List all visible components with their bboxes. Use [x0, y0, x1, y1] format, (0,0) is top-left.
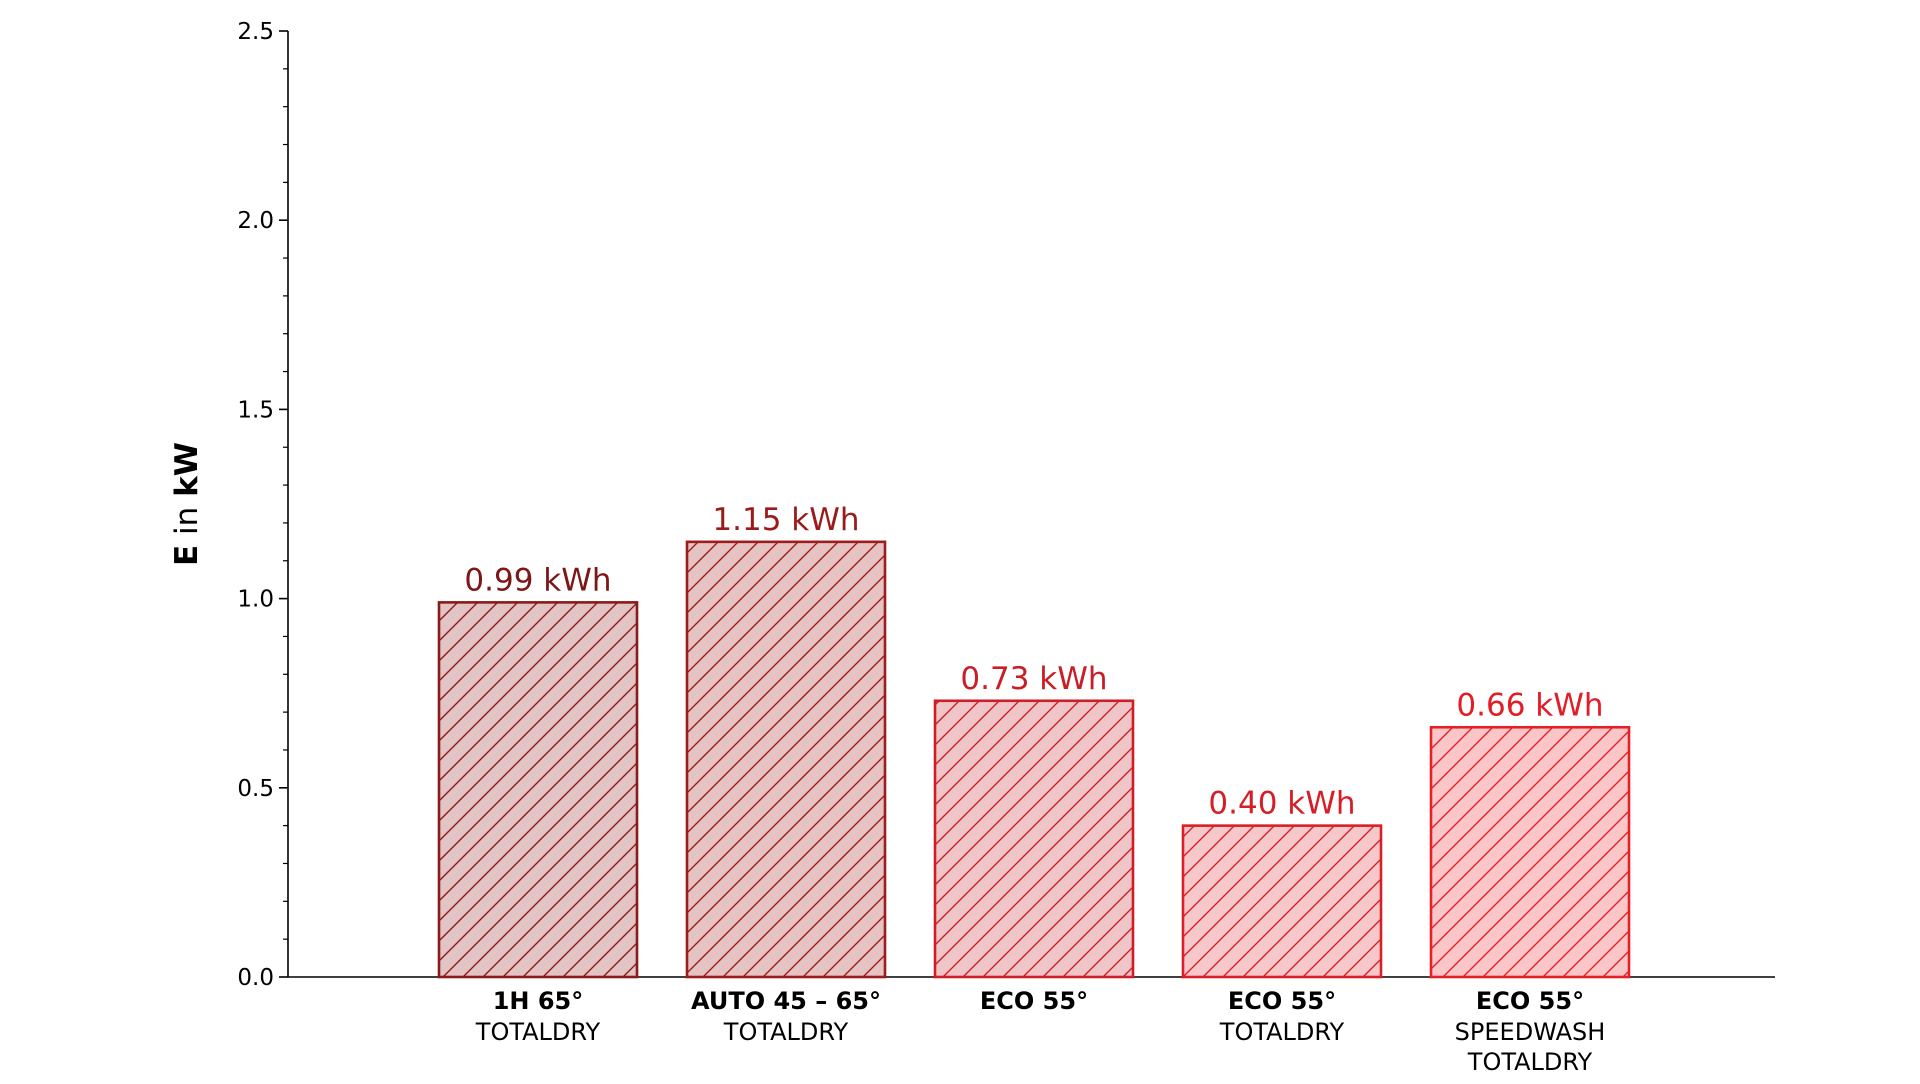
- y-tick-label: 2.5: [237, 19, 274, 45]
- y-axis-label: E in kW: [169, 442, 205, 566]
- bar-value-label: 0.73 kWh: [960, 661, 1107, 697]
- bar: [1429, 725, 1631, 979]
- data-labels: 0.99 kWh 1.15 kWh 0.73 kWh 0.40 kWh 0.66 kWh: [464, 502, 1603, 822]
- y-tick-label: 1.5: [237, 397, 274, 423]
- x-tick-label-title: AUTO 45 – 65°: [691, 987, 881, 1015]
- bar-value-label: 1.15 kWh: [712, 502, 859, 538]
- y-axis-title: E in kW: [169, 442, 205, 566]
- y-tick-label: 2.0: [237, 208, 274, 234]
- x-tick-label-title: ECO 55°: [1476, 987, 1584, 1015]
- bar: [685, 540, 887, 979]
- x-tick-label-title: ECO 55°: [1228, 987, 1336, 1015]
- x-tick-label-subtitle: TOTALDRY: [723, 1018, 849, 1046]
- bar: [437, 601, 639, 979]
- x-tick-label-subtitle: TOTALDRY: [475, 1018, 601, 1046]
- bar-value-label: 0.66 kWh: [1456, 687, 1603, 723]
- x-tick-label-subtitle: TOTALDRY: [1467, 1048, 1593, 1076]
- bar: [933, 699, 1135, 979]
- x-tick-label-subtitle: TOTALDRY: [1219, 1018, 1345, 1046]
- y-tick-label: 0.0: [237, 965, 274, 991]
- x-tick-label-subtitle: SPEEDWASH: [1455, 1018, 1606, 1046]
- bars: [437, 540, 1631, 979]
- bar-value-label: 0.99 kWh: [464, 562, 611, 598]
- y-tick-label: 0.5: [237, 776, 274, 802]
- x-tick-label-title: 1H 65°: [493, 987, 584, 1015]
- bar: [1181, 824, 1383, 979]
- bar-value-label: 0.40 kWh: [1208, 786, 1355, 822]
- y-tick-label: 1.0: [237, 587, 274, 613]
- x-axis-categories: 1H 65° TOTALDRY AUTO 45 – 65° TOTALDRY ECO 5…: [475, 987, 1606, 1076]
- y-axis-ticks: 0.0 0.5 1.0 1.5 2.0 2.5: [237, 19, 288, 991]
- x-tick-label-title: ECO 55°: [980, 987, 1088, 1015]
